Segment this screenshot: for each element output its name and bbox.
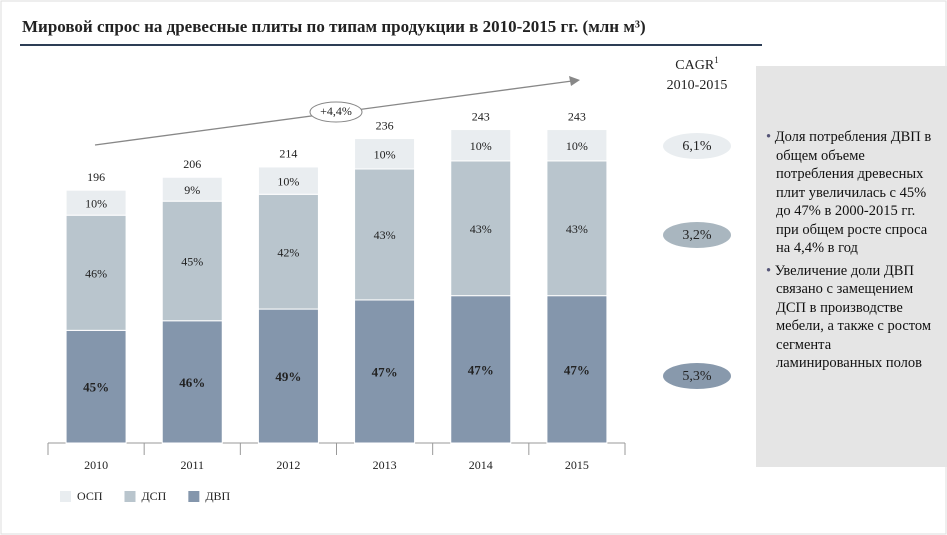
bar-segment	[546, 160, 608, 297]
bar-segment	[161, 200, 223, 322]
total-label: 196	[87, 170, 105, 184]
segment-label: 10%	[566, 139, 588, 153]
bullet: •	[766, 129, 775, 145]
segment-label: 9%	[184, 183, 200, 197]
bar-segment	[257, 193, 319, 310]
cagr-badge	[663, 133, 731, 159]
cagr-label: 6,1%	[682, 139, 712, 154]
total-label: 236	[376, 118, 394, 132]
bar-segment	[450, 295, 512, 444]
total-label: 243	[568, 109, 586, 123]
total-label: 214	[279, 147, 297, 161]
legend-label: ДВП	[205, 489, 230, 503]
legend-swatch	[124, 491, 136, 502]
bar-segment	[65, 189, 127, 216]
cagr-label: 3,2%	[682, 228, 712, 243]
segment-label: 10%	[277, 174, 299, 188]
note-text: Доля потребления ДВП в общем объеме потр…	[774, 129, 932, 256]
growth-badge	[309, 101, 363, 123]
legend-swatch	[60, 491, 71, 502]
cagr-title: CAGR1	[675, 55, 718, 73]
note: • Доля потребления ДВП в общем объеме по…	[764, 128, 939, 258]
segment-label: 43%	[566, 222, 588, 236]
cagr-footnote: 1	[714, 55, 719, 65]
bar-segment	[450, 160, 512, 297]
x-tick-label: 2011	[180, 458, 204, 472]
bullet: •	[766, 262, 775, 279]
bar-segment	[450, 129, 512, 162]
arrow-head	[569, 76, 580, 86]
segment-label: 10%	[85, 196, 107, 210]
segment-label: 42%	[277, 245, 299, 259]
legend-label: ОСП	[77, 489, 103, 503]
x-tick-label: 2015	[565, 458, 589, 472]
bar-segment	[354, 138, 416, 170]
segment-label: 45%	[181, 255, 203, 269]
bar-segment	[161, 176, 223, 202]
note: • Увеличение доли ДВП связано с замещени…	[764, 262, 939, 373]
cagr-title-text: CAGR	[675, 58, 715, 73]
cagr-badge	[663, 363, 731, 389]
legend-label: ДСП	[141, 489, 166, 503]
segment-label: 47%	[468, 362, 494, 377]
segment-label: 46%	[179, 375, 205, 390]
cagr-period: 2010-2015	[667, 78, 728, 93]
segment-label: 43%	[470, 222, 492, 236]
bar-segment	[65, 214, 127, 331]
segment-label: 47%	[564, 362, 590, 377]
legend-swatch	[188, 491, 200, 502]
growth-label: +4,4%	[320, 104, 352, 118]
segment-label: 45%	[83, 380, 109, 395]
note-text: Увеличение доли ДВП связано с замещением…	[774, 262, 932, 372]
total-label: 206	[183, 157, 201, 171]
bar-segment	[161, 320, 223, 444]
bar-segment	[257, 166, 319, 195]
bar-segment	[354, 299, 416, 444]
segment-label: 43%	[374, 228, 396, 242]
x-tick-label: 2010	[84, 458, 108, 472]
cagr-badge	[663, 222, 731, 248]
notes-box: • Доля потребления ДВП в общем объеме по…	[756, 66, 947, 467]
cagr-label: 5,3%	[682, 369, 712, 384]
segment-label: 47%	[372, 364, 398, 379]
x-tick-label: 2014	[469, 458, 493, 472]
segment-label: 46%	[85, 267, 107, 281]
x-tick-label: 2013	[373, 458, 397, 472]
x-tick-label: 2012	[276, 458, 300, 472]
bar-segment	[546, 129, 608, 162]
segment-label: 10%	[470, 139, 492, 153]
bar-segment	[257, 308, 319, 444]
chart-title: Мировой спрос на древесные плиты по типа…	[22, 17, 646, 36]
segment-label: 49%	[275, 369, 301, 384]
segment-label: 10%	[374, 148, 396, 162]
total-label: 243	[472, 109, 490, 123]
